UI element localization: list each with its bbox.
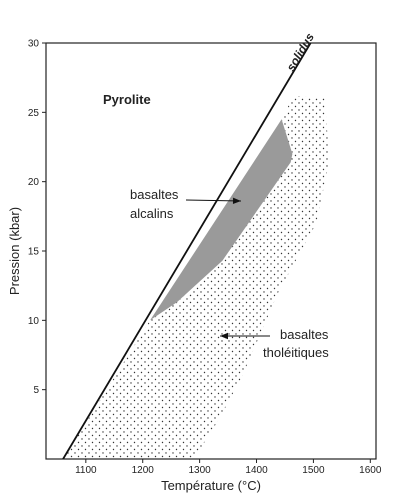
x-tick-label: 1200 bbox=[132, 465, 155, 476]
alcalins-label-line1: basaltes bbox=[130, 187, 179, 202]
tholeitiques-label-line1: basaltes bbox=[280, 327, 329, 342]
x-axis-title: Température (°C) bbox=[161, 478, 261, 493]
x-tick-label: 1100 bbox=[75, 465, 97, 476]
alcalins-arrow-shaft bbox=[185, 199, 242, 202]
tholeitiques-arrow-head bbox=[220, 332, 228, 340]
x-tick-label: 1600 bbox=[359, 465, 382, 476]
solidus-line bbox=[62, 43, 312, 459]
y-tick-label: 25 bbox=[28, 108, 40, 119]
x-tick-label: 1500 bbox=[302, 465, 325, 476]
alcalins-arrow-head bbox=[232, 197, 241, 205]
tholeitiques-label-line2: tholéitiques bbox=[263, 345, 329, 360]
y-tick-label: 30 bbox=[28, 39, 40, 50]
alcalins-label-line2: alcalins bbox=[130, 206, 174, 221]
x-tick-label: 1400 bbox=[245, 465, 268, 476]
tholeiitic-basalt-region bbox=[63, 95, 330, 459]
x-tick-label: 1300 bbox=[188, 465, 211, 476]
y-axis-title: Pression (kbar) bbox=[7, 207, 22, 295]
y-tick-label: 15 bbox=[28, 247, 40, 258]
y-tick-label: 20 bbox=[28, 177, 40, 188]
pyrolite-label: Pyrolite bbox=[103, 92, 151, 107]
y-tick-label: 5 bbox=[33, 385, 39, 396]
solidus-label: solidus bbox=[283, 30, 317, 74]
y-tick-label: 10 bbox=[28, 316, 40, 327]
alkali-basalt-region bbox=[150, 119, 293, 321]
